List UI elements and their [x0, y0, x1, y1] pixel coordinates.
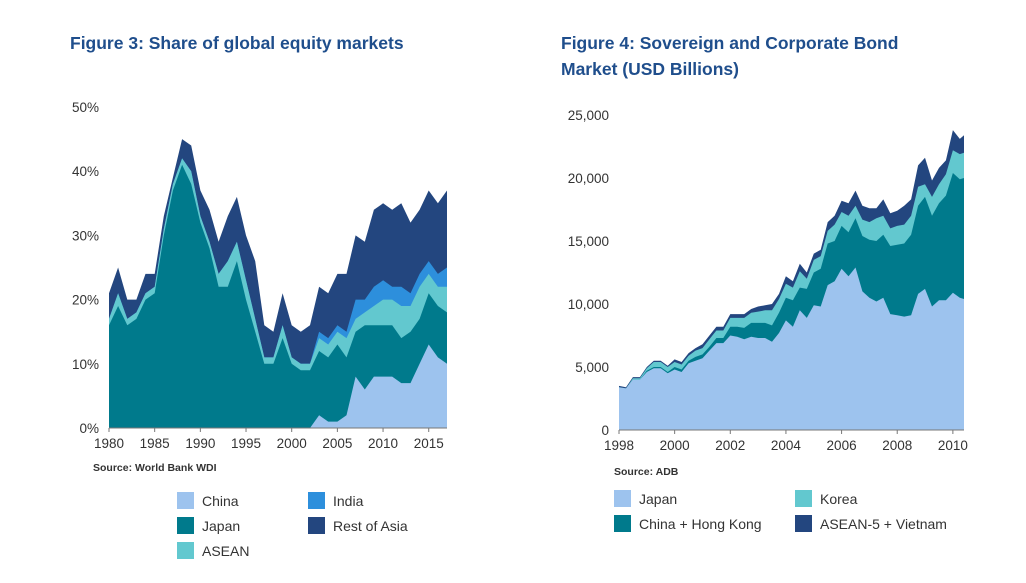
chart1-y-tick-label: 30%: [72, 228, 99, 243]
chart2-x-tick-label: 2000: [660, 438, 690, 453]
legend-item-asean: ASEAN: [177, 542, 249, 559]
chart1-area-china: [109, 344, 447, 428]
chart2-y-tick-label: 10,000: [568, 297, 609, 312]
legend-label: China: [202, 492, 239, 509]
chart2-x-tick-label: 2006: [827, 438, 857, 453]
legend-item-china: China: [177, 492, 239, 509]
legend-label: Japan: [639, 490, 678, 507]
chart1-x-tick-label: 1990: [185, 436, 215, 451]
chart1-y-tick-label: 10%: [72, 357, 99, 372]
legend-label: Korea: [820, 490, 858, 507]
chart2-area-japan: [619, 267, 964, 430]
legend-item-india: India: [308, 492, 363, 509]
chart1-x-tick-label: 1985: [140, 436, 170, 451]
legend-swatch: [308, 517, 325, 534]
legend-swatch: [614, 515, 631, 532]
legend-label: India: [333, 492, 364, 509]
chart1-x-tick-label: 2010: [368, 436, 398, 451]
legend-item-rest-of-asia: Rest of Asia: [308, 517, 408, 534]
chart1-title: Figure 3: Share of global equity markets: [70, 33, 404, 53]
legend-label: Japan: [202, 517, 241, 534]
legend-label: ASEAN-5 + Vietnam: [820, 515, 947, 532]
legend-swatch: [177, 517, 194, 534]
chart2-y-tick-label: 15,000: [568, 234, 609, 249]
chart1-x-tick-label: 1980: [94, 436, 124, 451]
chart1-y-tick-label: 50%: [72, 100, 99, 115]
chart1-x-tick-label: 1995: [231, 436, 261, 451]
legend-item-asean5-vietnam: ASEAN-5 + Vietnam: [795, 515, 947, 532]
legend-swatch: [308, 492, 325, 509]
chart2-y-tick-label: 5,000: [575, 360, 609, 375]
chart1-x-tick-label: 2000: [277, 436, 307, 451]
legend-swatch: [614, 490, 631, 507]
chart2-y-tick-label: 0: [601, 423, 609, 438]
chart2-title-line1: Figure 4: Sovereign and Corporate Bond: [561, 33, 899, 53]
legend-item-japan: Japan: [177, 517, 240, 534]
chart2-y-tick-label: 25,000: [568, 108, 609, 123]
chart2-x-tick-label: 2004: [771, 438, 802, 453]
legend-item-japan-bonds: Japan: [614, 490, 677, 507]
chart2-x-tick-label: 2002: [715, 438, 745, 453]
chart2-title-line2: Market (USD Billions): [561, 59, 739, 79]
legend-item-korea: Korea: [795, 490, 857, 507]
legend-swatch: [177, 542, 194, 559]
chart2-x-tick-label: 1998: [604, 438, 634, 453]
legend-swatch: [795, 490, 812, 507]
legend-label: China + Hong Kong: [639, 515, 762, 532]
chart2-x-tick-label: 2008: [882, 438, 912, 453]
legend-swatch: [177, 492, 194, 509]
chart2-x-tick-label: 2010: [938, 438, 968, 453]
chart1-source: Source: World Bank WDI: [93, 462, 217, 474]
chart1-x-tick-label: 2015: [414, 436, 444, 451]
chart1-x-tick-label: 2005: [322, 436, 352, 451]
legend-swatch: [795, 515, 812, 532]
chart2-title: Figure 4: Sovereign and Corporate Bond M…: [561, 30, 898, 82]
chart1-y-tick-label: 20%: [72, 293, 99, 308]
legend-label: ASEAN: [202, 542, 250, 559]
chart1-y-tick-label: 0%: [79, 421, 99, 436]
chart1-y-tick-label: 40%: [72, 164, 99, 179]
legend-item-china-hong-kong: China + Hong Kong: [614, 515, 762, 532]
legend-label: Rest of Asia: [333, 517, 408, 534]
chart2-source: Source: ADB: [614, 466, 679, 478]
chart2-y-tick-label: 20,000: [568, 171, 609, 186]
chart1-area-japan: [109, 164, 447, 429]
